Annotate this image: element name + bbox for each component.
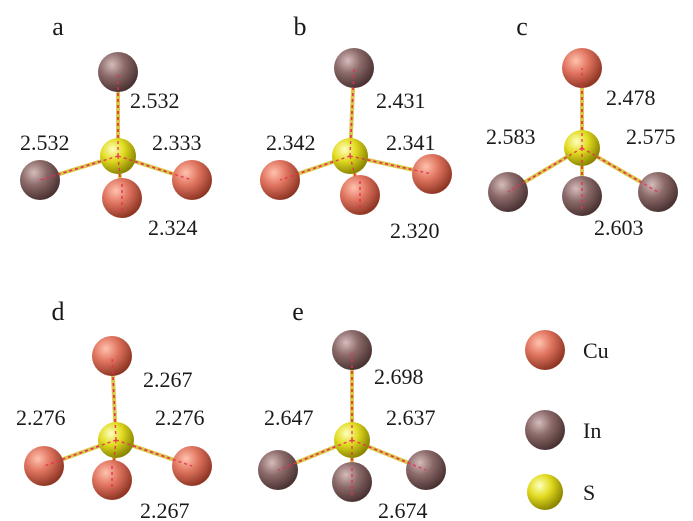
atom-in (332, 330, 372, 370)
bond-line-front (351, 439, 427, 471)
panel-b: b 2.431 2.342 2.341 2.320 (260, 12, 452, 243)
legend-item-s: S (527, 474, 595, 510)
bond-line-front (43, 439, 117, 467)
bond-length-label: 2.267 (143, 367, 193, 392)
bond-line-front (117, 155, 193, 181)
bond-line-front (507, 147, 583, 193)
bond-line-front (349, 155, 361, 196)
atom-cu (24, 446, 64, 486)
bond-length-label: 2.276 (155, 405, 205, 430)
bond-length-label: 2.532 (20, 130, 70, 155)
bond-line-front (111, 355, 117, 441)
bond-length-label: 2.267 (140, 498, 190, 521)
legend: Cu In S (525, 330, 609, 510)
bond-length-label: 2.637 (386, 405, 436, 430)
bond-length-label: 2.333 (152, 130, 202, 155)
panel-letter: c (516, 12, 528, 41)
atom-in (334, 48, 374, 88)
legend-label: Cu (583, 338, 609, 363)
legend-label: S (583, 480, 595, 505)
legend-item-cu: Cu (525, 330, 609, 370)
atom-in (638, 172, 678, 212)
panel-letter: d (52, 297, 65, 326)
panel-c: c 2.478 2.583 2.575 2.603 (486, 12, 678, 240)
bond-line-front (279, 155, 351, 181)
bond-length-label: 2.431 (376, 88, 426, 113)
bond-line-front (111, 439, 117, 481)
atom-cu (172, 160, 212, 200)
legend-swatch (527, 474, 563, 510)
panel-letter: b (294, 12, 307, 41)
panel-letter: e (292, 297, 304, 326)
legend-label: In (583, 418, 601, 443)
bond-length-label: 2.583 (486, 124, 536, 149)
panel-letter: a (52, 12, 64, 41)
bond-line-front (39, 155, 119, 181)
bond-length-label: 2.341 (386, 130, 436, 155)
panel-e: e 2.698 2.647 2.637 2.674 (258, 297, 446, 521)
bond-line-front (349, 155, 433, 175)
bond-line-front (115, 439, 193, 467)
panel-d: d 2.267 2.276 2.276 2.267 (16, 297, 212, 521)
bond-length-label: 2.276 (16, 405, 66, 430)
panel-a: a 2.532 2.532 2.333 2.324 (20, 12, 212, 240)
legend-swatch (525, 410, 565, 450)
bond-line-front (117, 155, 123, 199)
bond-length-label: 2.320 (390, 218, 440, 243)
bond-length-label: 2.647 (264, 405, 314, 430)
bond-length-label: 2.324 (148, 215, 198, 240)
bond-line-front (277, 439, 353, 471)
bond-length-label: 2.575 (626, 124, 676, 149)
bond-length-label: 2.532 (130, 88, 180, 113)
atom-cu (412, 154, 452, 194)
bond-length-label: 2.603 (594, 215, 644, 240)
bond-length-label: 2.698 (374, 364, 424, 389)
atom-in (20, 160, 60, 200)
legend-swatch (525, 330, 565, 370)
bond-length-label: 2.478 (606, 85, 656, 110)
bond-length-label: 2.342 (266, 130, 316, 155)
bond-length-label: 2.674 (378, 498, 428, 521)
bond-line-front (349, 67, 355, 157)
bond-line-front (581, 147, 659, 193)
legend-item-in: In (525, 410, 601, 450)
atom-in (98, 52, 138, 92)
